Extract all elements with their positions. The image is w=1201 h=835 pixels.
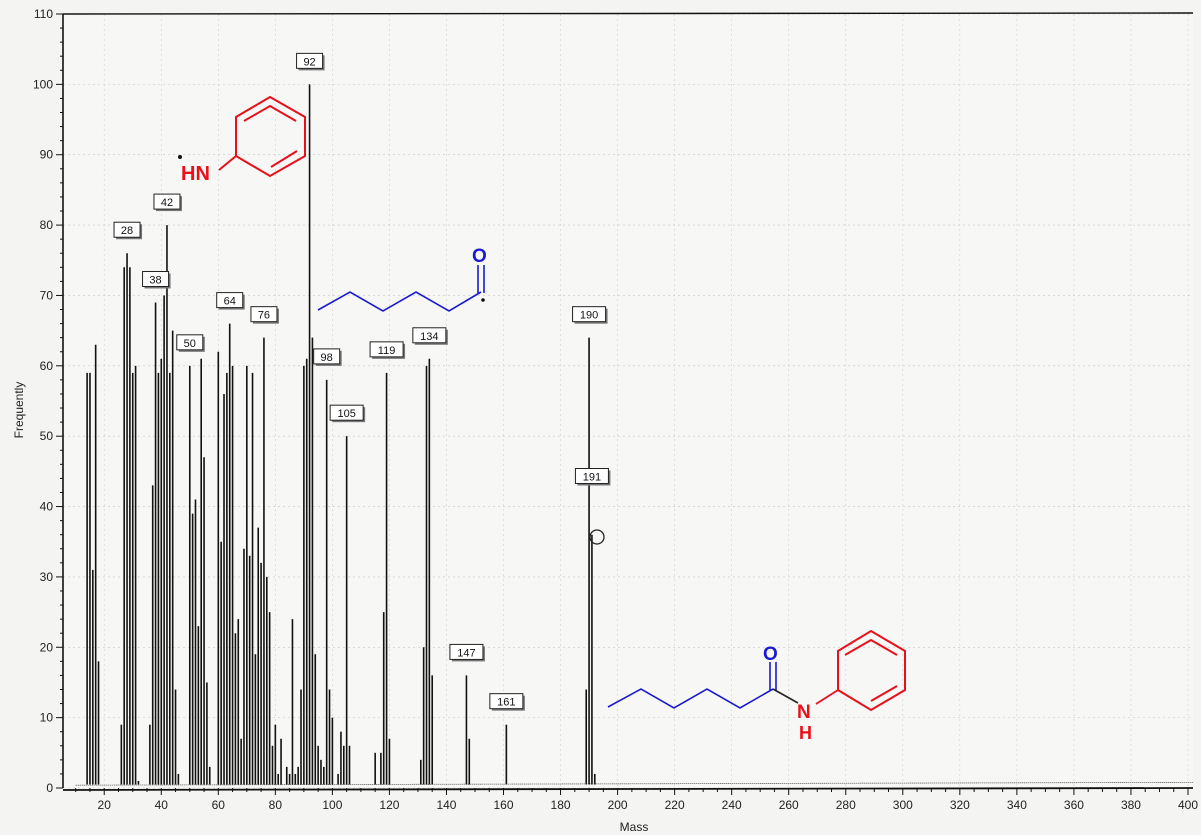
x-tick-label: 80 (269, 798, 283, 812)
baseline (75, 781, 1194, 786)
amide-ring-double (844, 638, 898, 656)
x-axis-line (62, 787, 1194, 791)
x-tick-label: 100 (322, 798, 342, 812)
y-tick-label: 60 (40, 359, 54, 373)
acylium-structure: O (317, 246, 487, 312)
aniline-radical-structure: HN (178, 95, 306, 185)
x-axis-title: Mass (620, 820, 649, 834)
amide-oxygen: O (763, 644, 778, 665)
x-tick-label: 280 (836, 798, 856, 812)
amide-ring-double-2 (870, 685, 898, 702)
x-tick-label: 400 (1178, 798, 1198, 812)
y-tick-label: 110 (34, 7, 53, 21)
peak-labels: 28 38 42 50 64 76 92 98 105 119 134 147 161 190 191 (113, 52, 611, 711)
x-tick-label: 120 (379, 798, 399, 812)
x-tick-label: 20 (98, 798, 112, 812)
peak-label-box (142, 270, 170, 287)
peak-label-50: 50 (184, 338, 196, 350)
radical-dot (178, 155, 182, 159)
peak-label-191: 191 (583, 472, 601, 484)
x-tick-label: 380 (1121, 798, 1141, 812)
amide-hydrogen: H (799, 723, 812, 743)
axes (56, 12, 1194, 795)
x-tick-label: 200 (608, 798, 628, 812)
peak-label-28: 28 (121, 225, 133, 237)
x-tick-label: 360 (1064, 798, 1084, 812)
peak-label-box (412, 327, 447, 344)
peak-label-box (296, 52, 324, 69)
amide-benzene-ring (837, 629, 906, 712)
peak-label-box (153, 193, 181, 210)
peak-label-147: 147 (457, 647, 475, 659)
peak-label-105: 105 (337, 408, 355, 420)
peak-label-38: 38 (149, 274, 161, 286)
benzene-ring (235, 95, 306, 178)
peak-label-box (369, 341, 404, 358)
x-tick-label: 320 (950, 798, 970, 812)
y-tick-label: 70 (40, 288, 54, 302)
amide-chain (607, 688, 774, 709)
y-tick-label: 50 (40, 429, 54, 443)
peak-bars (86, 84, 596, 785)
y-tick-label: 90 (40, 148, 54, 162)
x-tick-label: 340 (1007, 798, 1027, 812)
peak-label-box (113, 221, 141, 238)
plot-area (63, 14, 1193, 788)
x-tick-label: 160 (493, 798, 513, 812)
peak-label-42: 42 (161, 197, 173, 209)
peak-label-box (489, 693, 524, 710)
alkyl-chain (317, 291, 482, 312)
peak-label-box (313, 348, 341, 365)
tick-labels: 0 10 20 30 40 50 60 70 80 90 100 110 20 40 60 80 100 120 1… (33, 7, 1198, 812)
x-tick-label: 220 (665, 798, 685, 812)
y-tick-label: 80 (40, 218, 54, 232)
peak-label-119: 119 (378, 345, 396, 357)
peak-label-box (449, 643, 484, 660)
y-tick-label: 40 (40, 500, 54, 514)
circle-marker (589, 529, 605, 545)
peak-label-box (216, 292, 244, 309)
x-tick-label: 40 (155, 798, 169, 812)
amide-structure: O N H (607, 629, 906, 743)
c-n-bond (772, 688, 799, 704)
n-ring-bond (815, 689, 839, 705)
top-frame-line (62, 12, 1194, 15)
acylium-radical-dot (481, 298, 485, 302)
y-tick-label: 20 (40, 640, 54, 654)
peak-label-98: 98 (321, 352, 333, 364)
x-tick-label: 260 (779, 798, 799, 812)
amide-nitrogen: N (797, 702, 811, 723)
peak-label-190: 190 (580, 310, 598, 322)
y-axis-title: Frequently (12, 382, 26, 439)
x-tick-label: 60 (212, 798, 226, 812)
y-tick-label: 0 (46, 781, 53, 795)
peak-label-134: 134 (420, 331, 438, 343)
y-tick-label: 100 (33, 77, 53, 91)
y-tick-label: 10 (40, 711, 54, 725)
ring-double-bonds (243, 104, 297, 122)
peak-label-161: 161 (497, 697, 515, 709)
ring-double-bond (270, 150, 298, 168)
x-tick-label: 180 (551, 798, 571, 812)
peak-label-box (329, 404, 364, 421)
y-tick-label: 30 (40, 570, 54, 584)
peak-label-76: 76 (258, 310, 270, 322)
x-tick-label: 240 (722, 798, 742, 812)
acylium-oxygen: O (472, 246, 487, 267)
n-ring-bond (218, 155, 237, 171)
x-tick-label: 140 (436, 798, 456, 812)
peak-label-box (574, 468, 609, 485)
peak-label-92: 92 (303, 56, 315, 68)
peak-label-box (572, 306, 607, 323)
x-tick-label: 300 (893, 798, 913, 812)
peak-label-64: 64 (224, 296, 236, 308)
peak-label-box (176, 334, 204, 351)
peak-label-box (250, 306, 278, 323)
hn-label: HN (181, 163, 210, 185)
